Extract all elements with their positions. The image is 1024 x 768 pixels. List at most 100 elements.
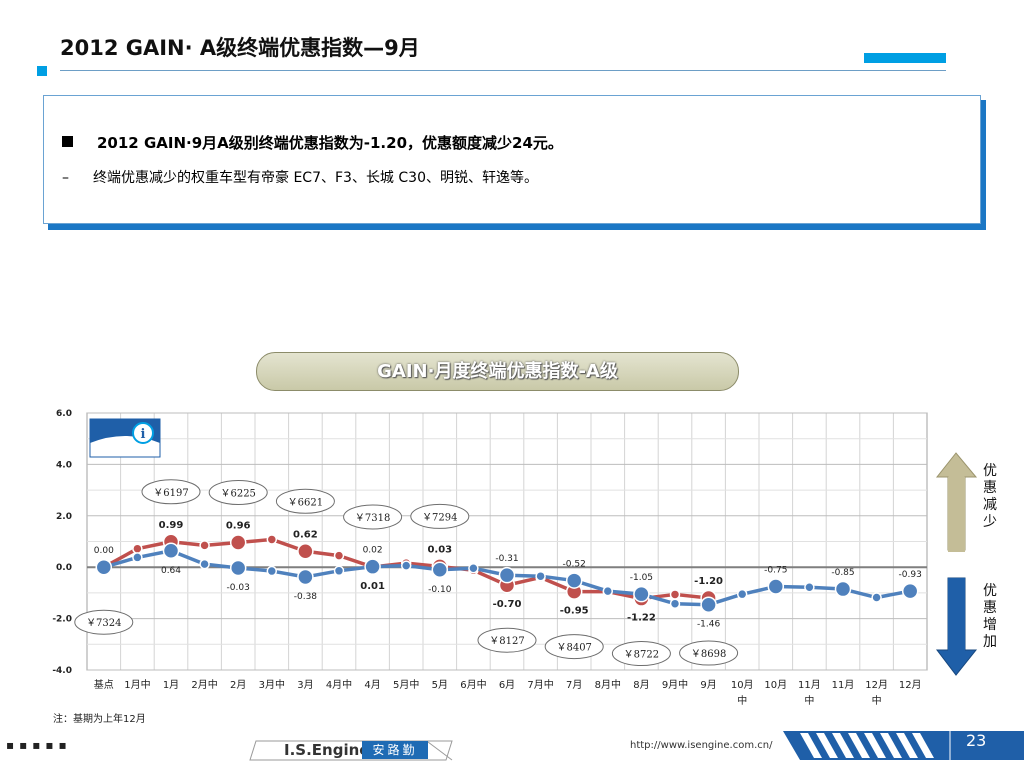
y-tick-label: 6.0 [56, 409, 72, 419]
data-point-blue [333, 565, 345, 577]
data-point-blue [400, 560, 412, 571]
price-callout-text: ￥8127 [489, 636, 524, 647]
data-point-blue [468, 562, 479, 574]
price-callout-text: ￥6225 [220, 489, 255, 500]
chart-logo-i-letter: i [141, 427, 146, 442]
side-label-increase: 惠 [983, 600, 997, 616]
x-tick-label: 9月中 [662, 678, 688, 691]
side-label-decrease: 减 [983, 497, 997, 513]
x-tick-label: 7月中 [527, 678, 553, 691]
x-tick-label: 8月中 [595, 678, 621, 691]
title-divider [60, 70, 946, 71]
data-point-blue [431, 561, 449, 579]
data-point-blue [602, 585, 614, 597]
price-callout-bubble [477, 627, 537, 653]
side-label-increase: 加 [983, 634, 997, 650]
x-tick-label: 1月 [163, 679, 179, 691]
x-tick-label: 1月中 [124, 678, 150, 691]
footer-decoration [249, 731, 1024, 761]
x-tick-label: 12月 [865, 679, 888, 691]
data-label: -0.95 [560, 606, 589, 617]
x-tick-label: 4月中 [326, 678, 352, 691]
chart-footnote: 注：基期为上年12月 [53, 714, 146, 725]
data-point-blue [297, 568, 314, 586]
data-point-blue [669, 598, 681, 609]
x-tick-label: 12月 [899, 679, 922, 691]
data-label: -0.31 [495, 554, 518, 564]
index-line-chart: 6.0 4.0 2.0 0.0 -2.0 -4.0 基点 1月中 1月 2月中 2月 3月中 3月 4月中… [52, 409, 997, 707]
side-label-decrease: 优 [983, 463, 997, 479]
y-tick-label: -2.0 [52, 615, 72, 625]
x-tick-label: 2月 [230, 679, 246, 691]
data-point-blue [229, 559, 247, 577]
x-tick-label: 5月 [432, 679, 448, 691]
data-label: -1.05 [630, 573, 653, 583]
x-tick-label: 4月 [364, 679, 380, 691]
x-tick-label: 10月 [764, 679, 787, 691]
footer-url: http://www.isengine.com.cn/ [630, 740, 773, 751]
data-point-blue [162, 542, 180, 560]
chart-logo-i-icon [132, 422, 154, 444]
page-number: 23 [966, 731, 987, 750]
data-label: 0.02 [363, 546, 383, 556]
data-label: -0.93 [899, 570, 922, 580]
x-tick-label: 11月 [832, 679, 855, 691]
y-tick-label: 2.0 [56, 512, 72, 522]
price-callout-text: ￥7318 [355, 513, 390, 524]
side-label-increase: 增 [983, 617, 997, 633]
price-callout-bubble [679, 640, 739, 666]
x-tick-label: 10月 [731, 679, 754, 691]
side-label-decrease: 惠 [983, 480, 997, 496]
price-callout-bubble [141, 479, 201, 505]
data-point-red [669, 589, 681, 600]
data-label: 0.62 [293, 529, 318, 540]
summary-sub-bullet-text: 终端优惠减少的权重车型有帝豪 EC7、F3、长城 C30、明锐、轩逸等。 [93, 170, 538, 186]
data-point-red [132, 543, 143, 554]
x-tick-label-suffix: 中 [737, 694, 747, 707]
data-point-blue [364, 558, 381, 575]
x-tick-label: 8月 [633, 679, 649, 691]
x-tick-label: 11月 [798, 679, 821, 691]
data-label: -0.75 [764, 565, 787, 575]
data-label: -1.46 [697, 620, 721, 630]
data-point-blue [834, 580, 852, 598]
data-point-red [229, 534, 247, 551]
data-label: 0.99 [159, 520, 184, 531]
data-point-blue [498, 566, 516, 584]
price-callout-bubble [275, 488, 335, 514]
price-callout-text: ￥7324 [86, 618, 121, 629]
data-label: 0.00 [94, 546, 114, 556]
data-label: 0.01 [360, 581, 385, 592]
data-label: 0.96 [226, 521, 251, 532]
arrow-down-shaft [948, 578, 965, 652]
dash-icon: – [62, 170, 69, 186]
x-tick-label: 9月 [700, 679, 716, 691]
price-callout-bubble [544, 634, 604, 660]
data-point-blue [565, 572, 583, 589]
price-callout-bubble [208, 480, 268, 506]
data-point-blue [633, 585, 650, 603]
data-label: -0.85 [831, 568, 854, 578]
x-tick-label: 3月 [297, 679, 313, 691]
x-tick-label-suffix: 中 [872, 694, 882, 707]
x-tick-label: 7月 [566, 679, 582, 691]
price-callout-bubble [74, 609, 134, 635]
x-tick-label: 3月中 [259, 678, 285, 691]
data-point-blue [266, 565, 278, 577]
price-callout-text: ￥8722 [624, 650, 659, 661]
x-tick-label: 基点 [94, 678, 114, 691]
data-label: 0.64 [161, 566, 181, 576]
data-point-blue [132, 552, 143, 563]
y-tick-label: 4.0 [56, 460, 72, 470]
data-point-blue [767, 578, 785, 595]
price-callout-text: ￥6197 [153, 488, 188, 499]
title-accent-square [37, 66, 47, 76]
title-accent-bar [864, 53, 946, 63]
data-point-blue [804, 581, 815, 593]
summary-bullet: 2012 GAIN·9月A级别终端优惠指数为-1.20，优惠额度减少24元。 [62, 132, 563, 153]
price-callout-text: ￥6621 [288, 497, 323, 508]
data-point-red [333, 550, 345, 561]
data-label: -0.38 [294, 592, 318, 602]
data-point-blue [95, 558, 113, 576]
data-label: -1.20 [694, 576, 723, 587]
